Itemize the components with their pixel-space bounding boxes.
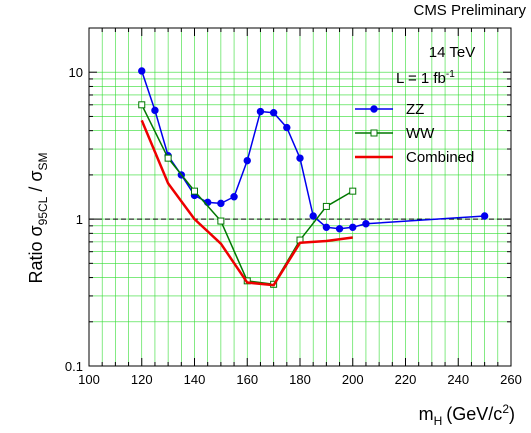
y-tick-label: 1	[76, 212, 83, 227]
x-tick-label: 140	[184, 372, 206, 387]
series-zz-point	[243, 156, 251, 165]
x-axis-label: mH (GeV/c2)	[419, 402, 515, 428]
legend-ww-marker	[370, 129, 378, 137]
x-label-unit: (GeV/c	[446, 404, 502, 424]
series-zz-point	[256, 107, 265, 116]
series-zz-point	[151, 106, 159, 115]
grid	[89, 28, 511, 366]
x-tick-label: 120	[131, 372, 153, 387]
legend-ww-label: WW	[406, 125, 435, 142]
series-zz-point	[296, 154, 304, 162]
legend-zz-marker	[370, 105, 378, 113]
series-zz-point	[322, 223, 331, 231]
legend-zz-label: ZZ	[406, 101, 424, 118]
x-tick-label: 240	[447, 372, 469, 387]
series-zz-point	[362, 220, 370, 228]
series-zz-point	[349, 223, 357, 231]
series-ww-point	[322, 202, 330, 210]
series-layer	[138, 67, 489, 288]
series-zz-point	[309, 212, 317, 220]
y-tick-label: 10	[69, 65, 83, 80]
series-ww-point	[164, 154, 172, 162]
axis-ticks: 100 120 140 160 180 200 220 240 260 0.1 1 10	[65, 27, 522, 387]
y-label-sub2: SM	[36, 153, 50, 171]
series-ww-point	[217, 217, 225, 225]
energy-annotation: 14 TeV	[429, 44, 475, 61]
series-zz-point	[283, 123, 291, 132]
x-label-unit-sup: 2	[502, 402, 509, 416]
lumi-exponent: -1	[446, 69, 455, 80]
y-label-sub1: 95CL	[36, 196, 50, 225]
y-axis-label: Ratio σ95CL / σSM	[26, 153, 50, 284]
legend: ZZ WW Combined	[355, 101, 474, 166]
x-label-main: m	[419, 404, 434, 424]
y-label-main: Ratio σ	[26, 225, 46, 283]
series-ww-point	[191, 187, 198, 195]
series-zz-point	[138, 67, 146, 75]
legend-combined-label: Combined	[406, 149, 474, 166]
series-zz-point	[480, 212, 489, 220]
lumi-text: L = 1 fb	[396, 70, 446, 87]
chart-title: CMS Preliminary	[413, 2, 526, 19]
series-zz-point	[230, 193, 238, 201]
y-tick-label: 0.1	[65, 359, 83, 374]
x-tick-label: 220	[395, 372, 417, 387]
series-ww-point	[349, 187, 357, 195]
x-tick-label: 160	[236, 372, 258, 387]
y-label-mid: / σ	[26, 171, 46, 197]
series-zz-point	[269, 109, 278, 117]
x-label-unit-close: )	[509, 404, 515, 424]
series-combined-line	[140, 119, 353, 287]
series-zz-point	[217, 199, 225, 208]
x-label-sub: H	[434, 414, 443, 428]
x-tick-label: 200	[342, 372, 364, 387]
x-tick-label: 180	[289, 372, 311, 387]
x-tick-label: 100	[78, 372, 100, 387]
series-ww-point	[138, 101, 146, 109]
x-tick-label: 260	[500, 372, 522, 387]
lumi-annotation: L = 1 fb-1	[396, 69, 455, 87]
series-zz-point	[335, 225, 344, 233]
